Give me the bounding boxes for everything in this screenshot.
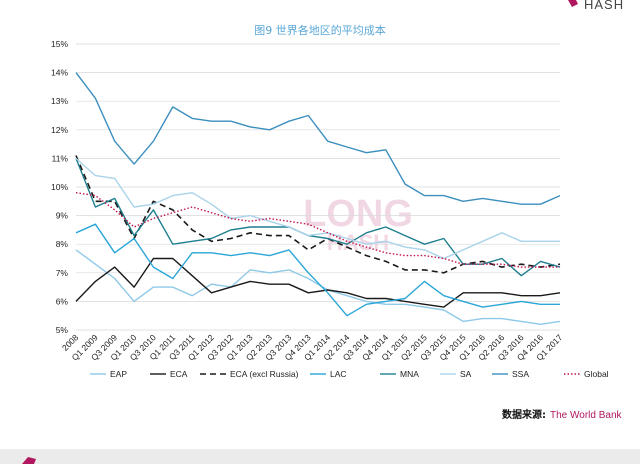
- source-label: 数据来源:: [502, 408, 546, 421]
- legend-label: ECA: [170, 369, 188, 379]
- logo-text: HASH: [584, 0, 624, 12]
- grid-lines: [76, 43, 560, 331]
- series-line-global: [75, 192, 560, 268]
- footer-band: [0, 449, 640, 464]
- legend: EAP ECA ECA (excl Russia) LAC MNA SA SSA Global: [90, 369, 609, 379]
- watermark-line1: LONG: [303, 193, 413, 235]
- legend-label: MNA: [400, 369, 419, 379]
- legend-label: LAC: [330, 369, 347, 379]
- y-tick-label: 6%: [56, 296, 69, 306]
- y-tick-label: 14%: [51, 68, 68, 78]
- footer-mark-icon: [22, 457, 36, 464]
- y-tick-label: 11%: [52, 153, 69, 163]
- series-lines: [75, 72, 561, 325]
- y-tick-label: 8%: [56, 239, 69, 249]
- series-line-sa: [75, 157, 560, 260]
- series-line-ssa: [75, 72, 561, 205]
- y-tick-label: 13%: [51, 96, 68, 106]
- y-tick-label: 7%: [56, 268, 69, 278]
- logo-mark-icon: [568, 0, 578, 7]
- brand-logo: HASH: [568, 0, 624, 12]
- legend-label: SSA: [512, 369, 529, 379]
- y-tick-label: 10%: [51, 182, 68, 192]
- legend-label: ECA (excl Russia): [230, 369, 299, 379]
- source-value: The World Bank: [550, 410, 623, 421]
- legend-label: SA: [460, 369, 472, 379]
- legend-label: Global: [584, 369, 609, 379]
- y-axis-ticks: 5% 6% 7% 8% 9% 10% 11% 12% 13% 14% 15%: [51, 39, 68, 335]
- chart-title: 图9 世界各地区的平均成本: [254, 23, 386, 37]
- series-line-eap: [75, 249, 561, 325]
- y-tick-label: 15%: [51, 39, 68, 49]
- watermark: LONG HASH: [303, 193, 413, 255]
- source-note: 数据来源: The World Bank: [502, 408, 623, 421]
- series-line-lac: [75, 223, 560, 317]
- y-tick-label: 5%: [56, 325, 69, 335]
- y-tick-label: 12%: [51, 125, 68, 135]
- legend-label: EAP: [110, 369, 127, 379]
- series-line-eca: [75, 257, 561, 308]
- y-tick-label: 9%: [56, 211, 69, 221]
